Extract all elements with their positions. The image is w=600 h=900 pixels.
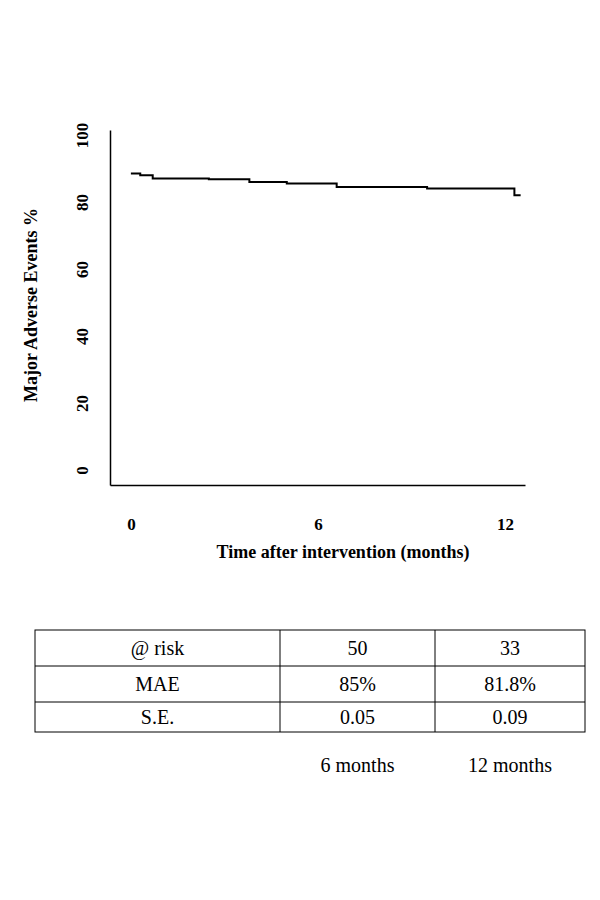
x-axis: 0 6 12	[111, 485, 526, 534]
y-tick: 20	[73, 395, 110, 412]
table-cell: 0.05	[340, 706, 375, 728]
y-tick-label: 20	[73, 395, 92, 412]
table-row-line	[35, 702, 585, 703]
table-cell: MAE	[135, 673, 179, 695]
table-cell: S.E.	[141, 706, 174, 728]
y-tick-label: 60	[73, 261, 92, 278]
x-tick-label: 0	[127, 515, 136, 534]
table-row-line	[35, 666, 585, 667]
x-axis-title: Time after intervention (months)	[217, 542, 470, 563]
y-tick-label: 80	[73, 194, 92, 211]
table-cell: 0.09	[493, 706, 528, 728]
x-tick: 12	[497, 485, 514, 534]
table-cell: 33	[500, 637, 520, 659]
plot-area	[131, 174, 521, 196]
x-tick: 0	[127, 485, 136, 534]
table-cell: 50	[348, 637, 368, 659]
x-tick: 6	[314, 485, 323, 534]
table-border	[35, 630, 585, 732]
table-column-label: 12 months	[468, 754, 552, 776]
table-column-label: 6 months	[321, 754, 395, 776]
table-cell: @ risk	[131, 637, 184, 660]
y-tick: 0	[73, 466, 110, 475]
y-tick-label: 40	[73, 328, 92, 345]
risk-table: @ risk 50 33 MAE 85% 81.8% S.E. 0.05 0.09 6 month…	[35, 630, 585, 776]
x-tick-label: 6	[314, 515, 323, 534]
y-tick: 80	[73, 194, 110, 211]
y-tick: 100	[73, 123, 110, 149]
y-axis-line	[110, 131, 112, 486]
y-tick-label: 100	[73, 123, 92, 149]
y-tick-label: 0	[73, 466, 92, 475]
x-axis-line	[111, 485, 526, 487]
x-tick-label: 12	[497, 515, 514, 534]
y-axis: 0 20 40 60 80 100	[73, 123, 111, 486]
table-col-line	[435, 630, 436, 732]
table-cell: 85%	[339, 673, 376, 695]
y-axis-title: Major Adverse Events %	[21, 208, 41, 402]
y-tick: 40	[73, 328, 110, 345]
chart-page: 0 6 12 0 20 40 60 80 100 Time after intervention …	[0, 0, 600, 900]
table-col-line	[280, 630, 281, 732]
y-tick: 60	[73, 261, 110, 278]
table-cell: 81.8%	[484, 673, 536, 695]
survival-line	[131, 174, 521, 196]
